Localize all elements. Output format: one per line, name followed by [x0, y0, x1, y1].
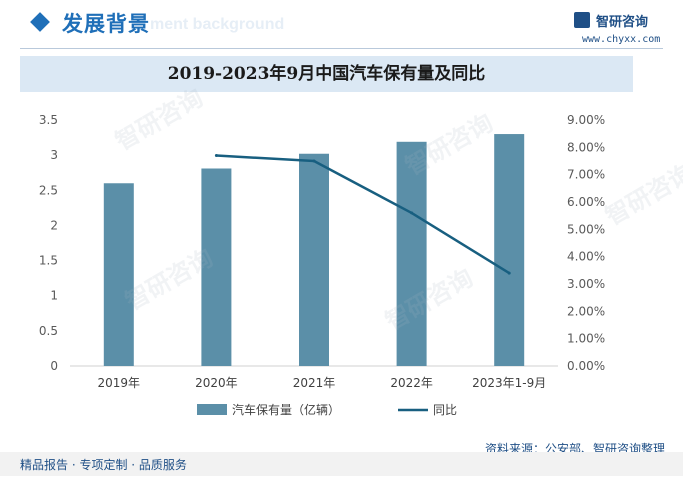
header-ghost-text: ment background [150, 16, 285, 33]
x-tick-label: 2023年1-9月 [472, 376, 546, 390]
line-point [410, 211, 414, 215]
y-right-tick-label: 4.00% [567, 250, 605, 264]
x-tick-label: 2021年 [293, 376, 336, 390]
y-left-tick-label: 0 [50, 359, 58, 373]
brand-url: www.chyxx.com [582, 34, 661, 45]
y-right-tick-label: 2.00% [567, 304, 605, 318]
y-right-tick-label: 0.00% [567, 359, 605, 373]
y-right-tick-label: 9.00% [567, 113, 605, 127]
legend-bar-swatch [197, 404, 227, 415]
y-right-tick-label: 6.00% [567, 195, 605, 209]
footer-bar [0, 452, 683, 476]
brand-logo-icon [574, 12, 590, 28]
bar [299, 153, 329, 366]
bar [396, 141, 427, 366]
y-left-tick-label: 2.5 [39, 183, 58, 197]
y-right-tick-label: 5.00% [567, 222, 605, 236]
x-tick-label: 2020年 [195, 376, 238, 390]
y-left-tick-label: 3 [50, 148, 58, 162]
legend-bar-label: 汽车保有量（亿辆） [232, 402, 340, 417]
chart-title-band [20, 56, 633, 92]
header-divider [20, 48, 663, 49]
bar [103, 183, 134, 366]
y-right-tick-label: 8.00% [567, 140, 605, 154]
brand-name: 智研咨询 [596, 15, 649, 30]
bar [201, 168, 232, 366]
y-right-tick-label: 3.00% [567, 277, 605, 291]
y-left-tick-label: 1 [50, 289, 58, 303]
line-series [216, 154, 510, 275]
chart-title: 2019-2023年9月中国汽车保有量及同比 [167, 64, 486, 84]
y-left-tick-label: 3.5 [39, 113, 58, 127]
y-left-tick-label: 0.5 [39, 324, 58, 338]
footer-tagline: 精品报告 · 专项定制 · 品质服务 [20, 458, 187, 472]
line-point [312, 159, 316, 163]
x-tick-label: 2022年 [390, 376, 433, 390]
y-right-tick-label: 7.00% [567, 168, 605, 182]
x-tick-label: 2019年 [98, 376, 141, 390]
page-title: 发展背景 [62, 12, 150, 36]
line-point [214, 154, 218, 158]
y-right-tick-label: 1.00% [567, 332, 605, 346]
y-left-tick-label: 1.5 [39, 254, 58, 268]
bar [494, 134, 525, 366]
y-left-tick-label: 2 [50, 218, 58, 232]
line-point [507, 271, 511, 275]
legend-line-label: 同比 [433, 403, 457, 417]
